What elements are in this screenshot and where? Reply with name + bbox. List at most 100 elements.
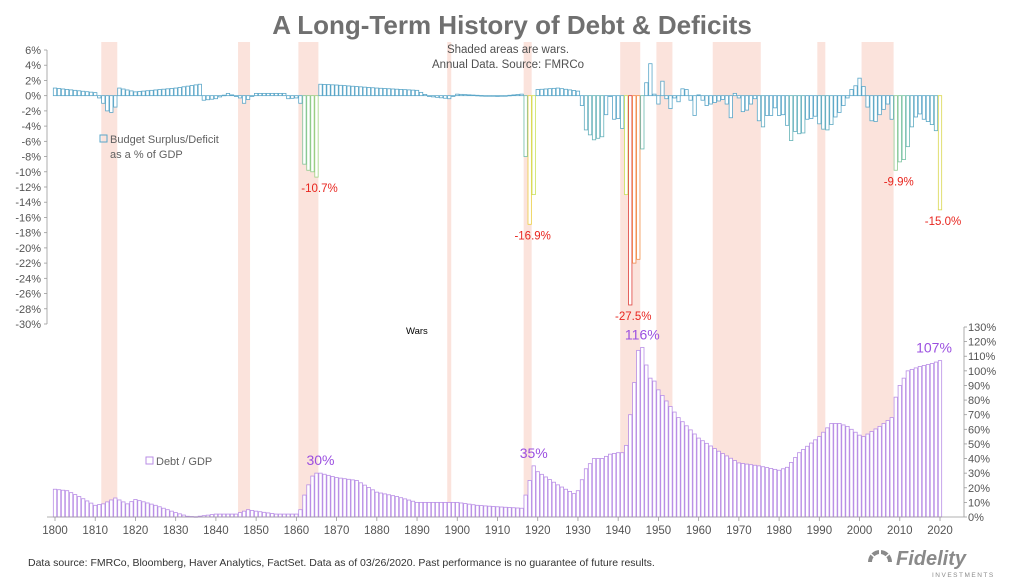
debt-bar [841, 424, 846, 518]
x-tick-label: 1920 [525, 525, 551, 537]
deficit-y-tick-label: -20% [15, 243, 41, 255]
deficit-bar [929, 95, 935, 125]
deficit-bar [559, 88, 564, 97]
deficit-bar [591, 95, 597, 141]
deficit-bar [459, 93, 464, 97]
deficit-bar [841, 95, 846, 106]
debt-bar [117, 499, 122, 518]
debt-bar [772, 468, 778, 518]
debt-bar [105, 501, 110, 518]
deficit-bar [567, 89, 572, 97]
debt-bar [366, 487, 371, 518]
deficit-bar [330, 84, 335, 97]
deficit-bar [736, 95, 741, 99]
deficit-bar [760, 95, 766, 128]
deficit-bar [447, 95, 452, 100]
deficit-bar [439, 95, 444, 99]
debt-bar [137, 500, 142, 518]
deficit-bar [394, 88, 400, 97]
debt-bar [801, 449, 806, 518]
deficit-bar [640, 95, 645, 150]
chart-subtitle-1: Shaded areas are wars. [447, 44, 569, 56]
fidelity-logo-text: Fidelity [896, 548, 967, 570]
deficit-bar [921, 95, 926, 120]
deficit-bar [909, 95, 914, 128]
debt-bar [161, 507, 166, 518]
debt-bar [604, 455, 609, 518]
deficit-bar [781, 95, 786, 116]
debt-bar [551, 481, 556, 518]
debt-bar [463, 503, 468, 518]
x-tick-label: 1830 [163, 525, 189, 537]
debt-bar [785, 466, 790, 518]
deficit-bar [137, 91, 142, 97]
debt-bar [250, 510, 255, 518]
deficit-bar [233, 95, 239, 97]
deficit-y-tick-label: -14% [15, 197, 41, 209]
debt-bar [362, 484, 367, 518]
debt-bar [266, 512, 271, 518]
debt-bar [113, 497, 118, 518]
x-tick-label: 1950 [646, 525, 672, 537]
debt-bar [406, 499, 412, 518]
deficit-bar [157, 89, 162, 97]
deficit-bar [286, 95, 291, 100]
deficit-bar [270, 92, 275, 97]
debt-bar [435, 501, 440, 518]
deficit-bar [101, 95, 106, 104]
debt-bar [781, 468, 786, 518]
deficit-bar [821, 95, 826, 130]
deficit-bar [201, 95, 206, 101]
deficit-bar [390, 88, 395, 97]
deficit-bar [475, 94, 480, 97]
debt-bar [805, 445, 810, 518]
debt-bar [503, 506, 508, 518]
debt-bar [427, 501, 432, 518]
deficit-bar [322, 84, 327, 97]
deficit-bar [772, 95, 778, 109]
debt-bar [354, 480, 359, 518]
debt-y-tick-label: 30% [968, 468, 990, 480]
debt-bar [676, 417, 681, 518]
debt-bar [668, 406, 673, 518]
debt-bar [523, 494, 528, 518]
deficit-y-tick-label: -8% [21, 152, 41, 164]
deficit-bar [181, 86, 186, 97]
deficit-bar [704, 95, 709, 106]
deficit-bar [595, 95, 601, 139]
debt-bar [575, 490, 581, 518]
debt-bar [712, 448, 717, 518]
debt-bar [764, 467, 770, 518]
debt-bar [169, 510, 174, 518]
deficit-bar [366, 87, 371, 97]
debt-bar [543, 476, 548, 518]
deficit-bar [161, 88, 166, 97]
debt-bar [531, 465, 536, 518]
deficit-bar [825, 95, 830, 131]
deficit-bar [237, 95, 243, 99]
debt-bar [933, 361, 939, 518]
deficit-bar [696, 94, 701, 97]
deficit-bar [221, 94, 227, 97]
debt-bar [330, 476, 335, 518]
deficit-bar [740, 95, 745, 113]
deficit-bar [829, 95, 834, 125]
deficit-bar [318, 83, 323, 97]
deficit-bar [905, 95, 910, 148]
deficit-bar [587, 95, 593, 136]
debt-bar [688, 429, 693, 518]
deficit-bar [358, 86, 363, 97]
deficit-bar [676, 95, 681, 103]
debt-bar [52, 488, 58, 518]
debt-bar [246, 509, 251, 518]
deficit-bar [455, 93, 460, 97]
deficit-bar [507, 94, 512, 97]
deficit-bar [487, 95, 492, 97]
deficit-legend-line2: as a % of GDP [110, 149, 183, 161]
debt-bar [262, 511, 267, 518]
deficit-legend-line1: Budget Surplus/Deficit [110, 134, 219, 146]
deficit-y-tick-label: 0% [25, 91, 41, 103]
deficit-bar [531, 95, 536, 196]
deficit-y-tick-label: -10% [15, 167, 41, 179]
debt-bar [744, 463, 749, 518]
